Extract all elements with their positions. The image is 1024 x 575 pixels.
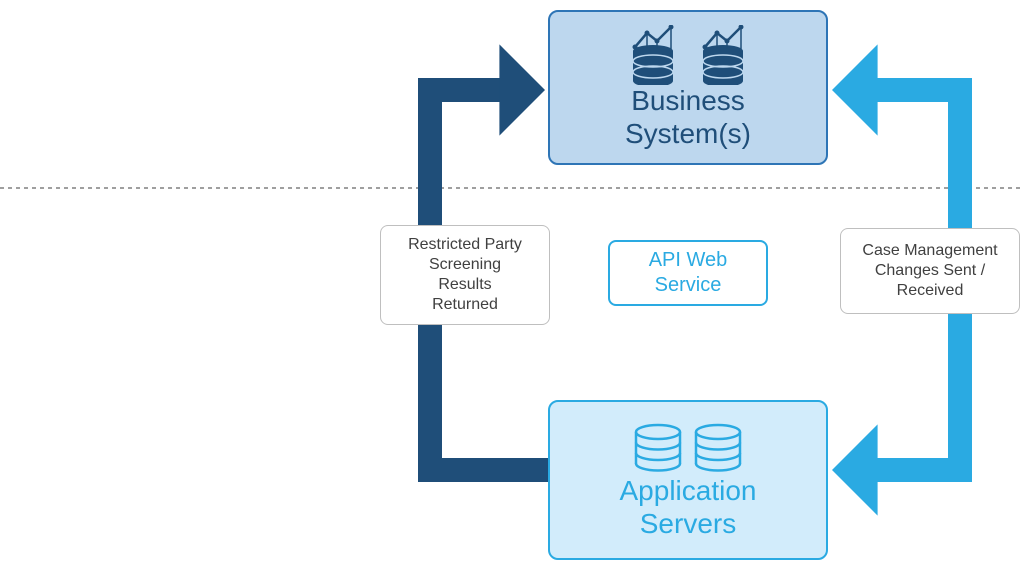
business-systems-title: Business System(s) xyxy=(625,85,751,149)
application-servers-title: Application Servers xyxy=(620,475,757,539)
label-restricted-party: Restricted Party Screening Results Retur… xyxy=(380,225,550,325)
application-servers-icons xyxy=(613,420,763,475)
node-application-servers: Application Servers xyxy=(548,400,828,560)
label-api-web-service: API Web Service xyxy=(608,240,768,306)
label-case-management: Case Management Changes Sent / Received xyxy=(840,228,1020,314)
business-title-line2: System(s) xyxy=(625,118,751,149)
business-systems-icons xyxy=(608,25,768,85)
label-left-l3: Results xyxy=(438,276,491,293)
label-left-l1: Restricted Party xyxy=(408,236,522,253)
label-api-l2: Service xyxy=(655,274,722,296)
label-left-l2: Screening xyxy=(429,256,501,273)
label-right-l2: Changes Sent / xyxy=(875,262,985,279)
label-api-l1: API Web xyxy=(649,249,728,271)
application-title-line1: Application xyxy=(620,475,757,506)
label-left-l4: Returned xyxy=(432,296,498,313)
application-title-line2: Servers xyxy=(640,508,736,539)
label-right-l1: Case Management xyxy=(862,242,997,259)
business-title-line1: Business xyxy=(631,85,745,116)
label-right-l3: Received xyxy=(897,282,964,299)
node-business-systems: Business System(s) xyxy=(548,10,828,165)
